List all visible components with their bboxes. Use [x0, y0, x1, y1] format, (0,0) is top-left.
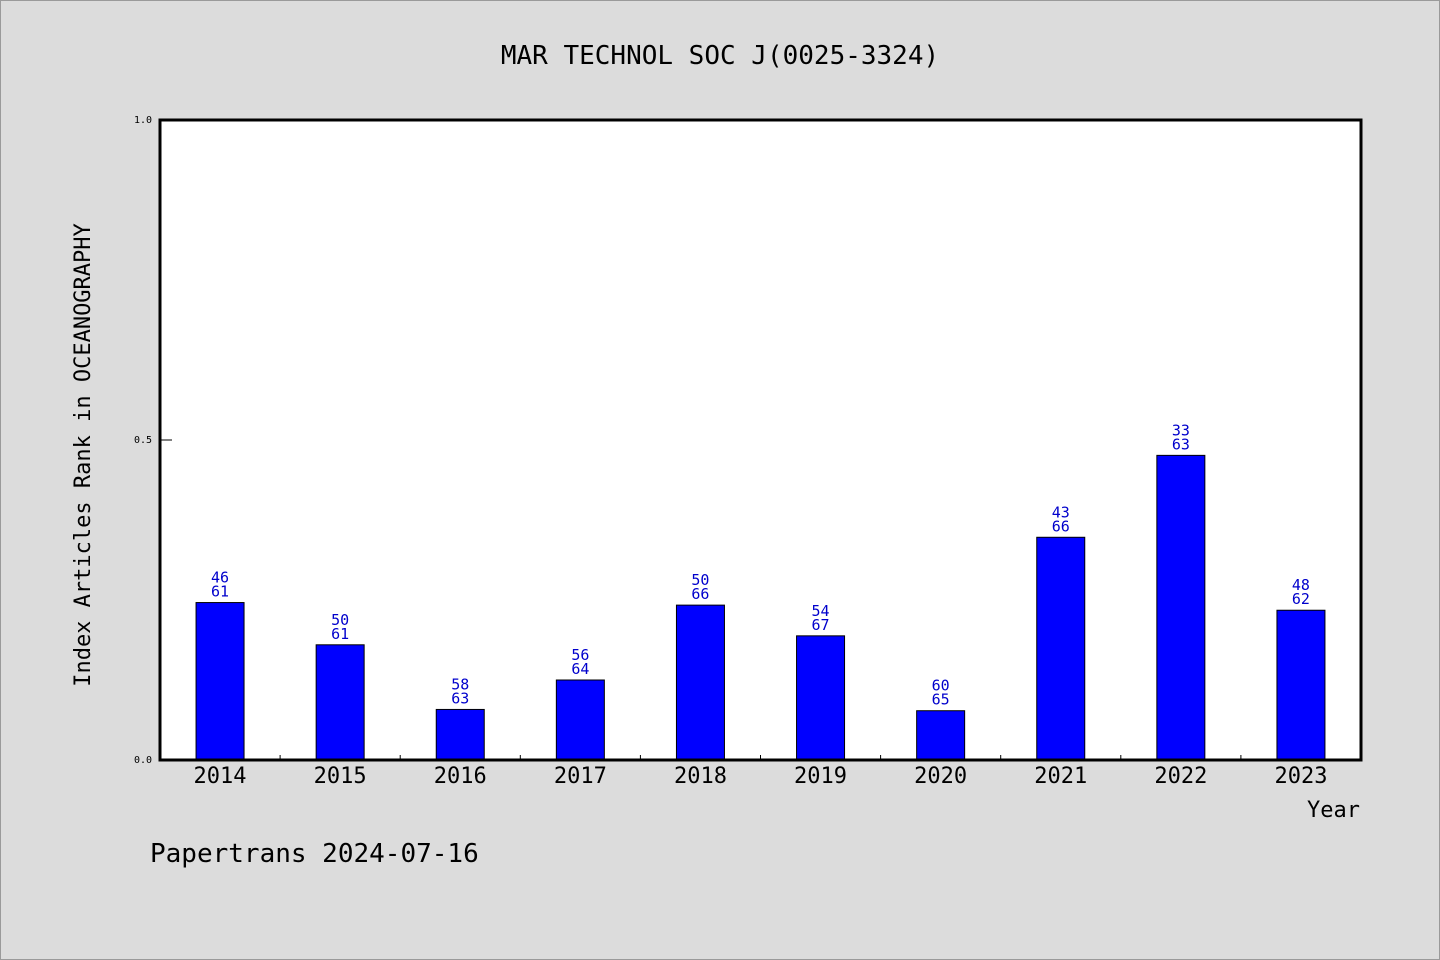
bar-label-top-2020: 60 [932, 677, 950, 695]
bar-label-bottom-2022: 63 [1172, 435, 1190, 453]
bar-label-top-2022: 33 [1172, 421, 1190, 439]
bar-2023 [1276, 609, 1326, 761]
x-tick-label-2015: 2015 [314, 764, 367, 789]
x-tick-label-2016: 2016 [434, 764, 487, 789]
y-tick-label-2: 1.0 [134, 115, 152, 126]
bars-layer [195, 454, 1326, 761]
x-tick-label-2018: 2018 [674, 764, 727, 789]
bar-2014 [195, 602, 245, 761]
bar-2021 [1036, 536, 1086, 761]
x-axis-label: Year [1307, 798, 1360, 823]
bar-label-top-2021: 43 [1052, 503, 1070, 521]
x-tick-label-2023: 2023 [1274, 764, 1327, 789]
bar-label-top-2017: 56 [571, 646, 589, 664]
bar-2020 [916, 710, 966, 761]
bar-label-top-2023: 48 [1292, 576, 1310, 594]
x-tick-label-2019: 2019 [794, 764, 847, 789]
bar-2018 [675, 604, 725, 761]
x-tick-label-2021: 2021 [1034, 764, 1087, 789]
chart-title: MAR TECHNOL SOC J(0025-3324) [501, 41, 939, 71]
bar-label-top-2014: 46 [211, 569, 229, 587]
bar-label-top-2016: 58 [451, 675, 469, 693]
y-tick-label-1: 0.5 [134, 435, 152, 446]
plot-frame [158, 118, 1363, 762]
bar-2015 [315, 644, 365, 761]
x-tick-label-2020: 2020 [914, 764, 967, 789]
bar-label-top-2018: 50 [691, 571, 709, 589]
x-tick-label-2014: 2014 [194, 764, 247, 789]
x-axis-ticks: 2014 2015 2016 2017 2018 2019 2020 2021 2022 2023 [194, 755, 1327, 789]
bar-label-bottom-2015: 61 [331, 625, 349, 643]
footer-credit: Papertrans 2024-07-16 [150, 839, 479, 869]
bar-label-bottom-2018: 66 [691, 585, 709, 603]
bar-label-bottom-2017: 64 [571, 660, 589, 678]
y-tick-label-0: 0.0 [134, 755, 152, 766]
bar-2016 [435, 708, 485, 761]
y-axis-label: Index Articles Rank in OCEANOGRAPHY [71, 223, 96, 687]
x-tick-label-2022: 2022 [1154, 764, 1207, 789]
bar-2019 [796, 635, 846, 761]
bar-label-bottom-2021: 66 [1052, 517, 1070, 535]
bar-label-bottom-2020: 65 [932, 691, 950, 709]
bar-2017 [555, 679, 605, 761]
bar-label-bottom-2016: 63 [451, 689, 469, 707]
bar-label-bottom-2014: 61 [211, 583, 229, 601]
bar-label-bottom-2023: 62 [1292, 590, 1310, 608]
bar-label-top-2019: 54 [812, 602, 830, 620]
x-tick-label-2017: 2017 [554, 764, 607, 789]
bar-2022 [1156, 454, 1206, 761]
bar-label-top-2015: 50 [331, 611, 349, 629]
bar-label-bottom-2019: 67 [812, 616, 830, 634]
